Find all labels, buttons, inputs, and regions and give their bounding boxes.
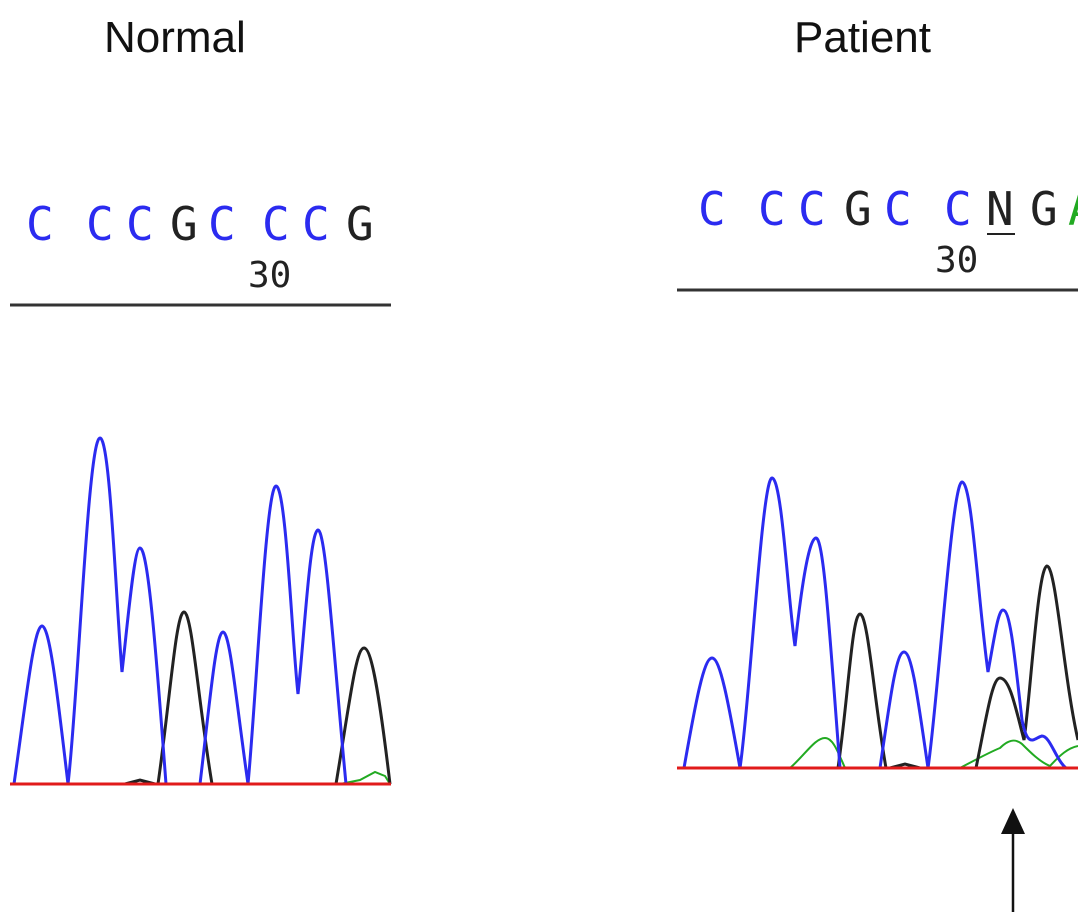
normal-base-3: C [126,197,154,251]
normal-position-label: 30 [248,255,291,296]
patient-base-1: C [698,182,726,236]
normal-base-4: G [170,197,198,251]
patient-trace-c [682,476,1078,770]
patient-position-label: 30 [935,240,978,281]
arrow-up-icon [1001,808,1025,912]
normal-panel: C C C G C C C G 30 [10,197,392,786]
normal-base-6: C [262,197,290,251]
patient-panel: C C C G C C N G A 30 [677,182,1078,770]
patient-base-4: G [844,182,872,236]
patient-trace-g [836,564,1078,770]
normal-trace-c [12,436,348,785]
normal-base-8: G [346,197,374,251]
normal-base-5: C [208,197,236,251]
patient-base-2: C [758,182,786,236]
normal-base-1: C [26,197,54,251]
patient-base-6: C [944,182,972,236]
normal-panel-title: Normal [104,13,246,62]
patient-base-5: C [884,182,912,236]
patient-base-8: G [1030,182,1058,236]
normal-trace-a [339,770,391,785]
normal-base-7: C [302,197,330,251]
normal-base-2: C [86,197,114,251]
patient-trace-a [789,736,1078,769]
patient-base-3: C [798,182,826,236]
patient-base-9: A [1068,182,1078,236]
patient-panel-title: Patient [794,13,931,62]
patient-base-7-ambiguous: N [986,182,1014,236]
